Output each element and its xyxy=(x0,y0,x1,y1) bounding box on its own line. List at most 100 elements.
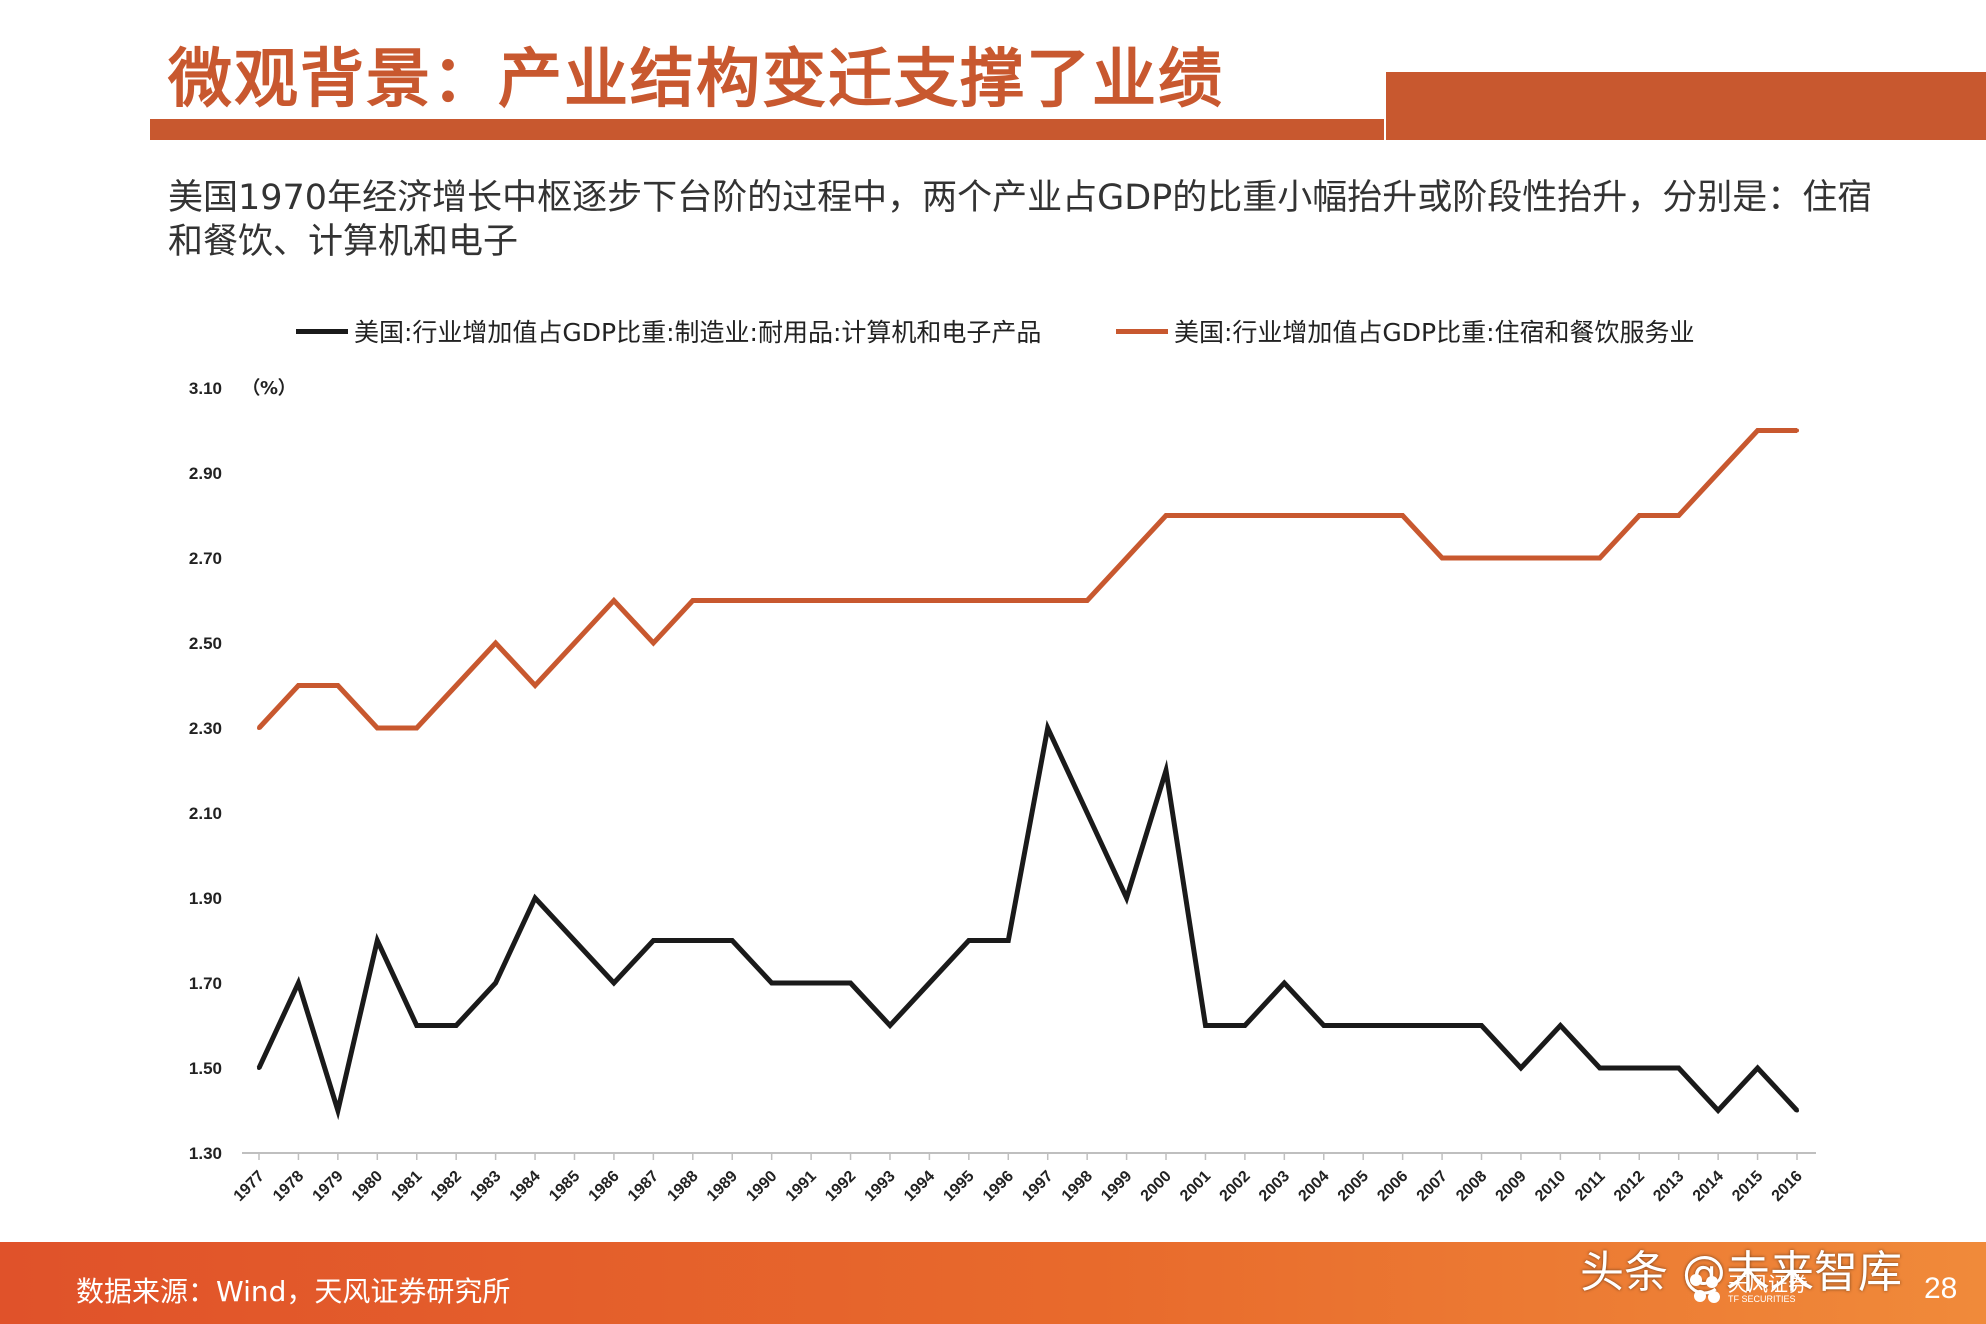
company-logo: 天风证券 TF SECURITIES xyxy=(1690,1274,1808,1304)
logo-text-cn: 天风证券 xyxy=(1728,1272,1808,1296)
logo-text-en: TF SECURITIES xyxy=(1728,1294,1796,1304)
x-tick-label: 1998 xyxy=(1059,1168,1096,1205)
data-point-hospitality xyxy=(927,598,932,603)
logo-mark-icon xyxy=(1690,1274,1720,1304)
data-point-electronics xyxy=(335,1108,340,1113)
data-point-hospitality xyxy=(1045,598,1050,603)
data-point-electronics xyxy=(1795,1108,1799,1113)
header-accent-block xyxy=(1386,72,1986,140)
x-tick-label: 1987 xyxy=(625,1168,662,1205)
data-point-electronics xyxy=(611,981,616,985)
data-point-electronics xyxy=(414,1023,419,1028)
data-point-hospitality xyxy=(769,598,774,603)
data-point-hospitality xyxy=(1795,428,1799,433)
data-point-hospitality xyxy=(1400,513,1405,518)
data-point-hospitality xyxy=(1321,513,1326,518)
data-point-electronics xyxy=(257,1066,261,1070)
data-point-electronics xyxy=(1164,768,1169,773)
data-point-electronics xyxy=(1676,1066,1681,1070)
data-point-electronics xyxy=(1400,1023,1405,1028)
x-tick-label: 1989 xyxy=(704,1168,741,1205)
data-point-electronics xyxy=(1282,981,1287,985)
footer-bar xyxy=(0,1242,1986,1324)
data-point-electronics xyxy=(887,1023,892,1028)
y-tick-label: 2.90 xyxy=(189,464,222,483)
data-point-hospitality xyxy=(651,641,656,645)
x-tick-label: 1978 xyxy=(270,1168,307,1205)
data-point-hospitality xyxy=(1242,513,1247,518)
x-tick-label: 1977 xyxy=(231,1168,268,1205)
x-tick-label: 2006 xyxy=(1374,1168,1411,1205)
line-chart: 1.30 1.50 1.70 1.90 2.10 2.30 2.50 2.70 2.90 3.10… xyxy=(189,378,1816,1205)
legend-swatch-electronics xyxy=(296,328,348,334)
x-tick-label: 1984 xyxy=(507,1168,544,1205)
legend-item-electronics: 美国:行业增加值占GDP比重:制造业:耐用品:计算机和电子产品 xyxy=(296,310,1041,352)
x-tick-label: 1981 xyxy=(388,1168,425,1205)
x-tick-label: 1999 xyxy=(1098,1168,1135,1205)
data-point-hospitality xyxy=(1361,513,1366,518)
x-tick-label: 2013 xyxy=(1650,1168,1687,1205)
data-point-hospitality xyxy=(493,641,498,645)
x-tick-label: 1997 xyxy=(1019,1168,1056,1205)
data-point-electronics xyxy=(1124,896,1129,900)
data-point-electronics xyxy=(1045,726,1050,730)
x-tick-label: 1983 xyxy=(467,1168,504,1205)
data-point-hospitality xyxy=(1124,556,1129,560)
data-point-hospitality xyxy=(1518,556,1523,560)
x-tick-label: 2015 xyxy=(1729,1168,1766,1205)
data-point-hospitality xyxy=(257,726,261,730)
data-point-hospitality xyxy=(533,683,538,688)
page-subtitle: 美国1970年经济增长中枢逐步下台阶的过程中，两个产业占GDP的比重小幅抬升或阶… xyxy=(168,178,1873,262)
data-point-electronics xyxy=(1361,1023,1366,1028)
data-point-hospitality xyxy=(1716,471,1721,475)
data-point-electronics xyxy=(572,938,577,943)
x-tick-label: 2008 xyxy=(1453,1168,1490,1205)
x-tick-label: 2003 xyxy=(1256,1168,1293,1205)
data-point-hospitality xyxy=(375,726,380,730)
x-tick-label: 1996 xyxy=(980,1168,1017,1205)
data-point-hospitality xyxy=(690,598,695,603)
series-line-electronics xyxy=(256,719,1799,1121)
y-tick-label: 1.70 xyxy=(189,974,222,993)
data-point-electronics xyxy=(1203,1023,1208,1028)
data-point-hospitality xyxy=(1006,598,1011,603)
data-point-hospitality xyxy=(572,641,577,645)
data-point-hospitality xyxy=(1085,598,1090,603)
legend-label-electronics: 美国:行业增加值占GDP比重:制造业:耐用品:计算机和电子产品 xyxy=(354,318,1042,347)
data-point-hospitality xyxy=(335,683,340,688)
data-point-electronics xyxy=(651,938,656,943)
data-point-hospitality xyxy=(887,598,892,603)
data-point-hospitality xyxy=(611,598,616,603)
page-number: 28 xyxy=(1924,1272,1958,1305)
data-point-electronics xyxy=(690,938,695,943)
x-tick-label: 1995 xyxy=(940,1168,977,1205)
x-tick-label: 1990 xyxy=(743,1168,780,1205)
data-point-hospitality xyxy=(1479,556,1484,560)
y-axis-unit-label: （%） xyxy=(242,378,296,399)
x-tick-label: 1991 xyxy=(783,1168,820,1205)
x-tick-label: 1986 xyxy=(586,1168,623,1205)
data-point-electronics xyxy=(1479,1023,1484,1028)
data-point-electronics xyxy=(927,981,932,985)
data-point-electronics xyxy=(1558,1023,1563,1028)
data-point-electronics xyxy=(1597,1066,1602,1070)
y-tick-label: 2.30 xyxy=(189,719,222,738)
x-tick-label: 1994 xyxy=(901,1168,938,1205)
y-tick-label: 2.50 xyxy=(189,634,222,653)
x-tick-label: 1993 xyxy=(862,1168,899,1205)
x-tick-label: 2009 xyxy=(1493,1168,1530,1205)
data-point-electronics xyxy=(848,981,853,985)
page-title: 微观背景：产业结构变迁支撑了业绩 xyxy=(168,43,1224,117)
y-tick-label: 1.50 xyxy=(189,1059,222,1078)
data-point-hospitality xyxy=(1637,513,1642,518)
x-tick-label: 2016 xyxy=(1769,1168,1806,1205)
data-point-electronics xyxy=(375,938,380,943)
data-point-electronics xyxy=(454,1023,459,1028)
legend-label-hospitality: 美国:行业增加值占GDP比重:住宿和餐饮服务业 xyxy=(1174,318,1695,347)
x-tick-label: 2000 xyxy=(1138,1168,1175,1205)
x-tick-label: 2005 xyxy=(1335,1168,1372,1205)
x-tick-label: 2012 xyxy=(1611,1168,1648,1205)
data-point-hospitality xyxy=(1755,428,1760,433)
data-point-electronics xyxy=(769,981,774,985)
data-point-electronics xyxy=(730,938,735,943)
